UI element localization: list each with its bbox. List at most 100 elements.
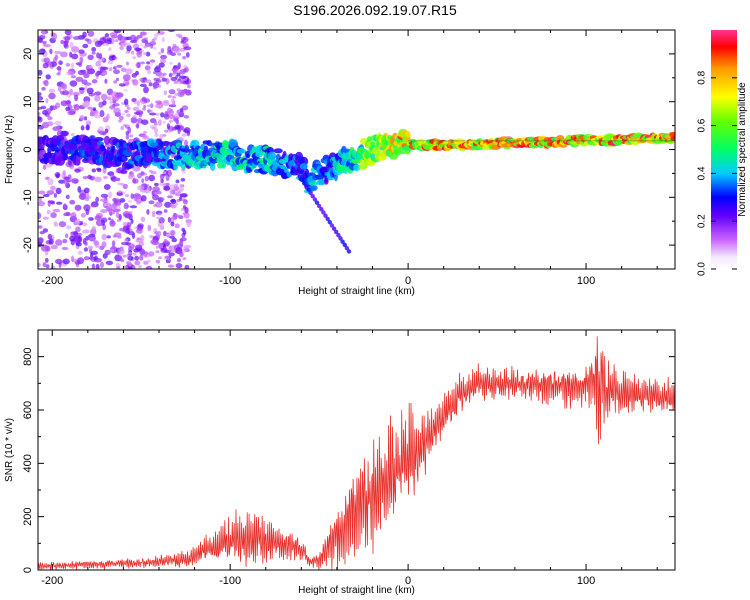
noise-speck: [145, 51, 151, 57]
noise-speck: [144, 37, 148, 41]
ridge-blob: [308, 181, 319, 186]
noise-speck: [177, 251, 182, 255]
noise-speck: [70, 212, 77, 220]
noise-speck: [179, 196, 183, 202]
noise-speck: [132, 56, 137, 60]
ridge-blob: [324, 178, 329, 185]
noise-speck: [47, 116, 53, 121]
noise-speck: [119, 198, 126, 203]
noise-speck: [132, 178, 139, 184]
noise-speck: [67, 110, 76, 116]
noise-speck: [119, 45, 124, 51]
noise-speck: [70, 255, 75, 263]
spec-ytick-label: 10: [22, 96, 34, 108]
noise-speck: [134, 193, 139, 197]
noise-speck: [109, 105, 115, 110]
noise-speck: [170, 198, 177, 205]
noise-speck: [87, 68, 95, 75]
noise-speck: [159, 173, 165, 180]
noise-speck: [57, 86, 62, 92]
streak-blob: [319, 207, 324, 212]
noise-speck: [162, 133, 167, 137]
noise-speck: [150, 239, 157, 245]
ridge-blob: [103, 135, 110, 145]
noise-speck: [116, 96, 121, 100]
noise-speck: [183, 46, 192, 51]
noise-speck: [117, 235, 122, 239]
noise-speck: [175, 33, 180, 37]
noise-speck: [175, 263, 183, 269]
noise-speck: [119, 227, 126, 232]
noise-speck: [91, 51, 96, 55]
noise-speck: [163, 185, 171, 191]
noise-speck: [123, 265, 128, 269]
streak-blob: [327, 220, 332, 225]
noise-speck: [46, 121, 54, 127]
ridge-blob: [209, 161, 216, 171]
noise-speck: [180, 207, 185, 211]
noise-speck: [38, 201, 45, 207]
noise-speck: [143, 45, 148, 49]
noise-speck: [130, 40, 138, 44]
noise-speck: [153, 37, 158, 40]
noise-speck: [125, 81, 130, 86]
noise-speck: [70, 75, 77, 79]
noise-speck: [127, 173, 135, 180]
streak-blob: [312, 197, 318, 202]
noise-speck: [50, 185, 56, 191]
noise-speck: [122, 221, 128, 227]
noise-speck: [152, 47, 157, 50]
noise-speck: [80, 69, 87, 74]
noise-speck: [162, 120, 167, 124]
noise-speck: [155, 65, 160, 70]
noise-speck: [71, 178, 79, 184]
noise-speck: [43, 79, 49, 87]
noise-speck: [113, 30, 122, 34]
noise-speck: [143, 130, 148, 134]
noise-speck: [38, 111, 41, 116]
ridge-blob: [299, 163, 308, 170]
noise-speck: [143, 254, 148, 258]
noise-speck: [137, 173, 142, 179]
noise-speck: [71, 53, 79, 60]
noise-speck: [120, 182, 125, 186]
noise-speck: [94, 40, 103, 48]
noise-speck: [133, 101, 138, 105]
noise-speck: [94, 242, 100, 248]
noise-speck: [87, 106, 94, 110]
noise-speck: [110, 218, 114, 224]
noise-speck: [53, 221, 58, 227]
noise-speck: [160, 54, 168, 60]
noise-speck: [131, 98, 137, 103]
noise-speck: [174, 214, 182, 218]
noise-speck: [60, 39, 64, 45]
noise-speck: [176, 72, 181, 77]
noise-speck: [131, 73, 137, 78]
noise-speck: [181, 105, 189, 111]
noise-speck: [63, 41, 68, 48]
noise-speck: [116, 178, 120, 182]
noise-speck: [113, 56, 118, 60]
noise-speck: [164, 129, 169, 133]
noise-speck: [180, 89, 189, 94]
noise-speck: [94, 176, 102, 183]
noise-speck: [75, 242, 82, 247]
noise-speck: [138, 78, 143, 82]
noise-speck: [38, 237, 44, 244]
noise-speck: [163, 230, 167, 237]
noise-speck: [131, 264, 136, 269]
noise-speck: [90, 250, 99, 256]
noise-speck: [104, 33, 110, 38]
streak-blob: [295, 171, 300, 176]
noise-speck: [42, 262, 47, 268]
noise-speck: [125, 133, 130, 140]
noise-speck: [150, 59, 155, 63]
noise-speck: [153, 204, 158, 207]
noise-speck: [146, 104, 154, 108]
ridge-blob: [405, 131, 411, 138]
snr-ytick-label: 400: [22, 454, 34, 472]
noise-speck: [161, 77, 167, 82]
noise-speck: [117, 189, 122, 193]
noise-speck: [143, 98, 151, 103]
noise-speck: [154, 231, 159, 235]
